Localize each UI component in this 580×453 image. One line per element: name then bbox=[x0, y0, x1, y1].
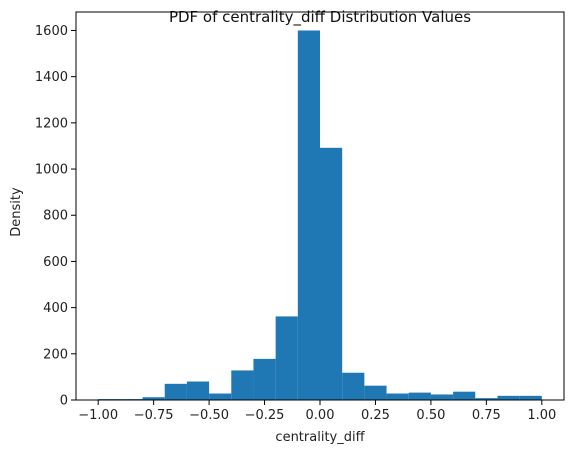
x-tick-label: 0.75 bbox=[472, 408, 501, 423]
x-tick-label: −0.25 bbox=[245, 408, 285, 423]
y-tick-label: 0 bbox=[60, 394, 68, 409]
histogram-bar bbox=[497, 395, 520, 400]
y-tick-label: 800 bbox=[43, 209, 68, 224]
y-tick-label: 600 bbox=[43, 255, 68, 270]
histogram-bar bbox=[453, 391, 476, 400]
bars-group bbox=[98, 30, 542, 400]
histogram-bar bbox=[164, 383, 187, 400]
x-tick-label: 0.25 bbox=[361, 408, 390, 423]
plot-frame bbox=[75, 11, 565, 401]
histogram-bar bbox=[519, 395, 542, 400]
x-tick-label: 0.00 bbox=[306, 408, 335, 423]
histogram-bar bbox=[275, 316, 298, 400]
y-tick-label: 400 bbox=[43, 301, 68, 316]
histogram-bar bbox=[209, 393, 232, 400]
chart-title: PDF of centrality_diff Distribution Valu… bbox=[169, 8, 471, 27]
y-tick-label: 1600 bbox=[35, 24, 68, 39]
x-tick-label: 1.00 bbox=[527, 408, 556, 423]
histogram-bar bbox=[475, 398, 498, 400]
histogram-bar bbox=[142, 397, 165, 400]
y-axis-label: Density bbox=[9, 187, 24, 237]
x-tick-label: −1.00 bbox=[78, 408, 118, 423]
histogram-bar bbox=[320, 147, 343, 400]
histogram-bar bbox=[342, 372, 365, 400]
y-tick-label: 1200 bbox=[35, 116, 68, 131]
histogram-bar bbox=[186, 381, 210, 400]
y-axis-ticks: 0 200 400 600 800 1000 1200 1400 1600 bbox=[35, 24, 76, 409]
histogram-bar bbox=[297, 30, 320, 400]
histogram-bar bbox=[430, 394, 454, 400]
x-tick-label: −0.50 bbox=[189, 408, 229, 423]
y-tick-label: 1400 bbox=[35, 70, 68, 85]
x-tick-label: −0.75 bbox=[134, 408, 174, 423]
histogram-bar bbox=[386, 393, 409, 400]
histogram-bar bbox=[364, 385, 387, 400]
y-tick-label: 1000 bbox=[35, 163, 68, 178]
x-tick-label: 0.50 bbox=[416, 408, 445, 423]
histogram-bar bbox=[231, 370, 254, 400]
histogram-bar bbox=[253, 358, 276, 400]
x-axis-ticks: −1.00 −0.75 −0.50 −0.25 0.00 0.25 0.50 0.75 1.00 bbox=[78, 400, 556, 423]
histogram-bar bbox=[408, 392, 431, 400]
x-axis-label: centrality_diff bbox=[275, 430, 365, 445]
y-tick-label: 200 bbox=[43, 347, 68, 362]
